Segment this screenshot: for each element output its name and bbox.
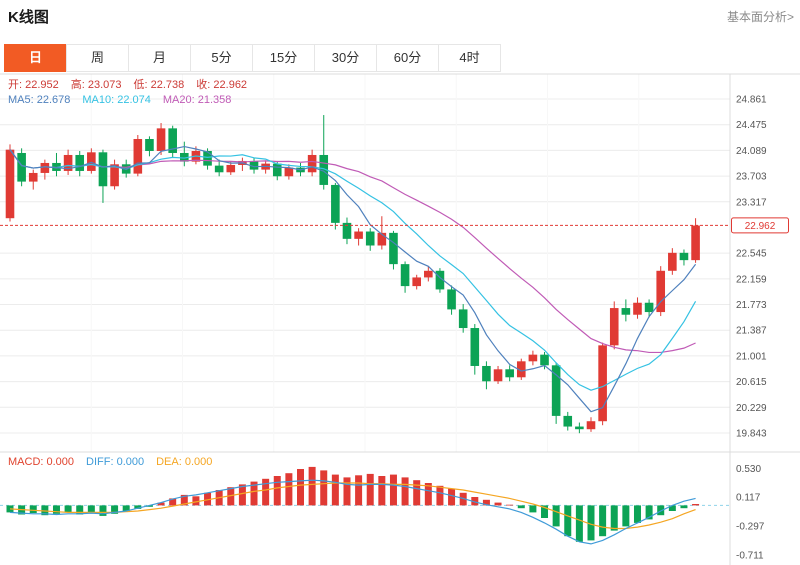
svg-text:21.773: 21.773 [736,300,767,311]
ma20-line [9,149,696,354]
current-price-tag: 22.962 [731,217,789,234]
tab-day[interactable]: 日 [4,44,67,72]
svg-text:20.615: 20.615 [736,377,767,388]
svg-text:0.530: 0.530 [736,464,761,475]
svg-text:-0.711: -0.711 [736,551,764,562]
legend-item: DEA: 0.000 [156,456,213,468]
svg-text:24.475: 24.475 [736,120,767,131]
svg-text:24.861: 24.861 [736,95,767,106]
svg-text:21.001: 21.001 [736,351,767,362]
price-axis-labels: 24.861 24.475 24.089 23.703 23.317 22.545 22.1… [736,95,767,440]
svg-text:21.387: 21.387 [736,326,767,337]
gridlines [0,74,730,452]
ma5-line [9,145,697,413]
tab-60min[interactable]: 60分 [376,44,439,72]
legend-item: DIFF: 0.000 [86,456,145,468]
fundamental-analysis-link[interactable]: 基本面分析> [726,10,794,24]
legend-item: MA5: 22.678 [8,94,71,106]
svg-text:24.089: 24.089 [736,146,767,157]
legend-item: MA10: 22.074 [82,94,151,106]
legend-item: 开: 22.952 [8,79,59,91]
svg-text:22.159: 22.159 [736,274,767,285]
svg-text:23.317: 23.317 [736,197,767,208]
candles [5,115,700,434]
header: K线图 基本面分析> [0,0,800,32]
legend-item: MA20: 21.358 [162,94,232,106]
svg-text:19.843: 19.843 [736,429,767,440]
page-title: K线图 [8,9,49,26]
tab-4hour[interactable]: 4时 [438,44,501,72]
tab-15min[interactable]: 15分 [252,44,315,72]
diff-line [9,479,696,545]
macd-axis-labels: 0.530 0.117 -0.297 -0.711 [736,464,765,562]
legend-item: MACD: 0.000 [8,456,75,468]
tab-30min[interactable]: 30分 [314,44,377,72]
macd-histogram [6,466,700,542]
svg-text:23.703: 23.703 [736,172,767,183]
svg-text:20.229: 20.229 [736,403,767,414]
ma-legend: MA5: 22.678 MA10: 22.074 MA20: 21.358 [8,94,243,107]
svg-text:0.117: 0.117 [736,493,761,504]
ohlc-legend: 开: 22.952 高: 23.073 低: 22.738 收: 22.962 [8,79,259,92]
legend-item: 收: 22.962 [196,79,248,91]
legend-item: 低: 22.738 [133,79,185,91]
svg-text:22.962: 22.962 [745,221,776,232]
tab-week[interactable]: 周 [66,44,129,72]
legend-item: 高: 23.073 [70,79,122,91]
tab-month[interactable]: 月 [128,44,191,72]
tab-5min[interactable]: 5分 [190,44,253,72]
period-tabs: 日周月 5分 15分 30分 60分 4时 [4,44,501,72]
svg-text:22.545: 22.545 [736,249,767,260]
svg-text:-0.297: -0.297 [736,522,765,533]
macd-legend: MACD: 0.000 DIFF: 0.000 DEA: 0.000 [8,456,224,469]
panel-borders [0,73,800,565]
